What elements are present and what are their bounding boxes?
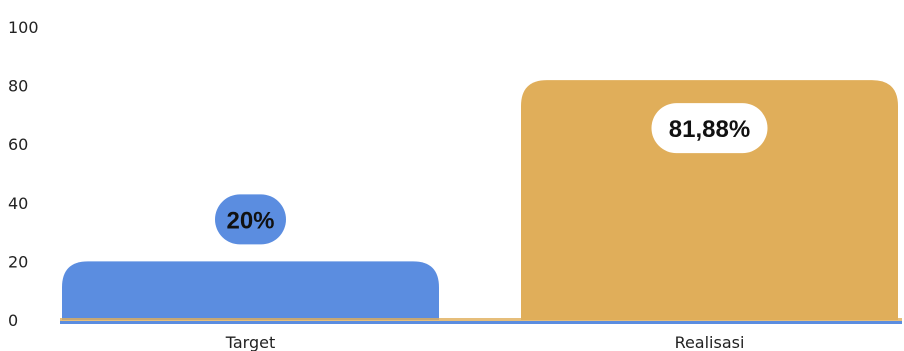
baseline-highlight [60, 318, 902, 321]
y-tick-label: 60 [8, 135, 28, 154]
y-tick-label: 40 [8, 194, 28, 213]
y-tick-label: 0 [8, 311, 18, 330]
y-tick-label: 20 [8, 252, 28, 271]
y-tick-label: 100 [8, 18, 39, 37]
bar-target [62, 261, 439, 320]
x-category-label: Realisasi [675, 333, 745, 351]
data-label-background [215, 194, 286, 245]
y-tick-label: 80 [8, 77, 28, 96]
data-labels: 20% 81,88% [215, 103, 768, 245]
data-label: 81,88% [669, 116, 750, 143]
baseline-line [60, 321, 902, 324]
x-category-label: Target [225, 333, 276, 351]
y-axis: 0 20 40 60 80 100 [8, 18, 39, 330]
bars [62, 80, 898, 320]
baseline [60, 318, 902, 324]
data-label-background [651, 103, 768, 154]
bar-realisasi [521, 80, 898, 320]
x-axis: Target Realisasi [225, 333, 745, 351]
data-label: 20% [226, 207, 274, 234]
